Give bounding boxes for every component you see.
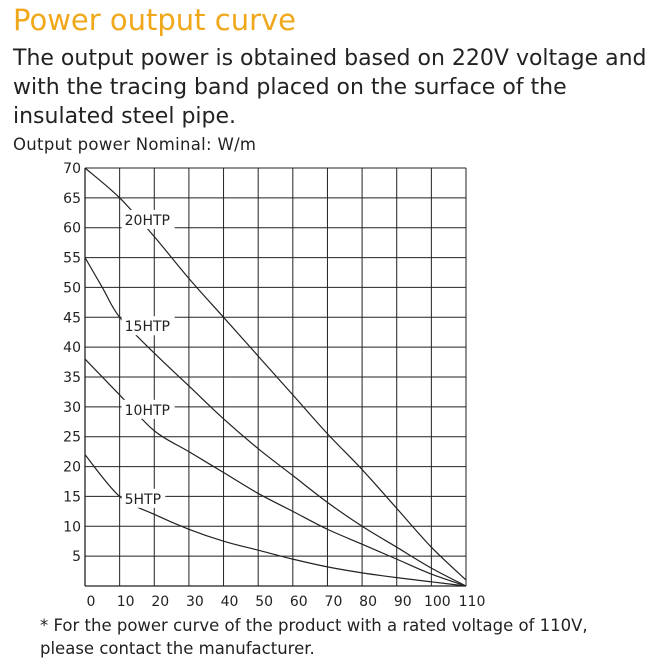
y-tick-label: 20 [63, 460, 81, 476]
y-tick-label: 25 [63, 430, 81, 446]
y-axis-unit-label: Output power Nominal: W/m [13, 135, 257, 154]
y-tick-label: 15 [63, 489, 81, 505]
series-label-15htp: 15HTP [125, 319, 170, 335]
y-tick-label: 5 [72, 549, 81, 565]
x-tick-label: 30 [186, 594, 204, 610]
page-title: Power output curve [13, 3, 297, 37]
x-tick-label: 40 [221, 594, 239, 610]
y-tick-label: 50 [63, 280, 81, 296]
y-tick-label: 60 [63, 221, 81, 237]
series-label-10htp: 10HTP [125, 403, 170, 419]
x-tick-label: 110 [459, 594, 486, 610]
series-label-background [121, 316, 175, 336]
chart-description: The output power is obtained based on 22… [13, 44, 647, 131]
y-tick-label: 55 [63, 251, 81, 267]
y-tick-label: 30 [63, 400, 81, 416]
x-tick-label: 70 [325, 594, 343, 610]
x-tick-label: 100 [424, 594, 451, 610]
description-line: with the tracing band placed on the surf… [13, 75, 567, 100]
x-tick-label: 20 [151, 594, 169, 610]
series-line-15htp [84, 257, 467, 587]
y-tick-label: 10 [63, 519, 81, 535]
series-line-10htp [84, 358, 467, 587]
series-line-20htp [84, 167, 467, 581]
x-tick-label: 60 [290, 594, 308, 610]
series-line-5htp [84, 454, 467, 587]
y-tick-label: 40 [63, 340, 81, 356]
footnote-line: please contact the manufacturer. [40, 639, 315, 658]
series-label-5htp: 5HTP [125, 492, 161, 508]
series-label-background [121, 488, 166, 508]
description-line: The output power is obtained based on 22… [13, 46, 647, 71]
description-line: insulated steel pipe. [13, 104, 237, 129]
x-tick-label: 90 [394, 594, 412, 610]
series-label-20htp: 20HTP [125, 213, 170, 229]
footnote: * For the power curve of the product wit… [40, 614, 588, 660]
x-tick-label: 0 [87, 594, 96, 610]
y-tick-label: 65 [63, 191, 81, 207]
y-tick-label: 35 [63, 370, 81, 386]
y-tick-label: 45 [63, 310, 81, 326]
x-tick-label: 80 [359, 594, 377, 610]
x-tick-label: 50 [255, 594, 273, 610]
series-label-background [121, 399, 175, 419]
y-tick-label: 70 [63, 161, 81, 177]
x-tick-label: 10 [117, 594, 135, 610]
footnote-line: * For the power curve of the product wit… [40, 616, 588, 635]
series-label-background [121, 209, 175, 229]
